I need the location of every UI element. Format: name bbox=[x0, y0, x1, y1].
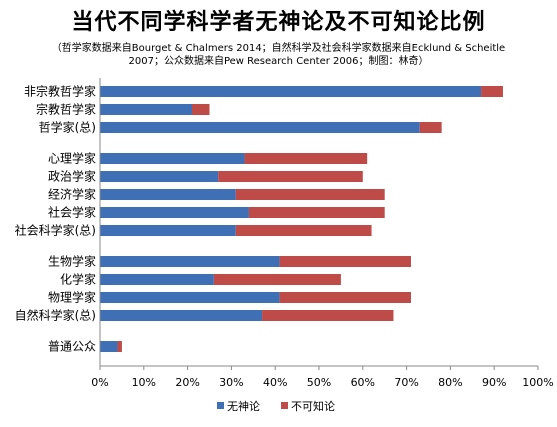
bar-atheist-12 bbox=[100, 341, 118, 352]
bar-agnostic-5 bbox=[235, 189, 385, 200]
category-label-0: 非宗教哲学家 bbox=[24, 84, 96, 99]
bar-atheist-6 bbox=[100, 207, 249, 218]
x-tick-label-1: 10% bbox=[132, 376, 156, 389]
bar-atheist-9 bbox=[100, 274, 214, 285]
category-label-10: 物理学家 bbox=[48, 290, 96, 305]
bar-agnostic-11 bbox=[262, 310, 394, 321]
category-label-9: 化学家 bbox=[60, 272, 96, 287]
category-label-12: 普通公众 bbox=[48, 340, 96, 354]
bar-agnostic-4 bbox=[218, 171, 363, 182]
bar-agnostic-6 bbox=[248, 207, 385, 218]
bar-atheist-3 bbox=[100, 153, 245, 164]
legend-label-1: 不可知论 bbox=[291, 399, 335, 413]
chart-title: 当代不同学科学者无神论及不可知论比例 bbox=[71, 10, 486, 35]
category-label-4: 政治学家 bbox=[48, 169, 96, 184]
bar-atheist-1 bbox=[100, 104, 192, 115]
x-tick-label-3: 30% bbox=[219, 376, 243, 389]
bar-atheist-0 bbox=[100, 86, 482, 97]
bar-agnostic-2 bbox=[419, 122, 442, 133]
bar-atheist-5 bbox=[100, 189, 236, 200]
bar-atheist-11 bbox=[100, 310, 263, 321]
legend-swatch-0 bbox=[217, 402, 224, 409]
bar-agnostic-8 bbox=[279, 256, 411, 267]
chart-subtitle-line-1: （哲学家数据来自Bourget & Chalmers 2014；自然科学及社会科… bbox=[51, 43, 506, 54]
bar-atheist-2 bbox=[100, 122, 420, 133]
bar-atheist-10 bbox=[100, 292, 280, 303]
category-label-1: 宗教哲学家 bbox=[36, 102, 96, 117]
category-label-5: 经济学家 bbox=[48, 187, 96, 202]
bar-atheist-8 bbox=[100, 256, 280, 267]
x-tick-label-9: 90% bbox=[482, 376, 506, 389]
x-tick-label-6: 60% bbox=[351, 376, 375, 389]
x-tick-label-0: 0% bbox=[91, 376, 108, 389]
category-label-2: 哲学家(总) bbox=[39, 120, 96, 135]
x-tick-label-7: 70% bbox=[394, 376, 418, 389]
chart-subtitle-line-2: 2007；公众数据来自Pew Research Center 2006；制图：林… bbox=[128, 56, 429, 67]
category-label-7: 社会科学家(总) bbox=[15, 223, 96, 238]
x-tick-label-10: 100% bbox=[522, 376, 553, 389]
category-label-3: 心理学家 bbox=[48, 151, 96, 166]
legend-label-0: 无神论 bbox=[227, 399, 260, 413]
x-tick-label-5: 50% bbox=[307, 376, 331, 389]
x-tick-label-8: 80% bbox=[438, 376, 462, 389]
bar-atheist-4 bbox=[100, 171, 219, 182]
category-label-8: 生物学家 bbox=[48, 254, 96, 269]
bar-agnostic-7 bbox=[235, 225, 372, 236]
category-label-11: 自然科学家(总) bbox=[15, 308, 96, 323]
x-tick-label-2: 20% bbox=[175, 376, 199, 389]
bar-agnostic-0 bbox=[481, 86, 503, 97]
bar-atheist-7 bbox=[100, 225, 236, 236]
bar-agnostic-3 bbox=[244, 153, 368, 164]
bar-agnostic-1 bbox=[191, 104, 210, 115]
x-tick-label-4: 40% bbox=[263, 376, 287, 389]
bar-agnostic-12 bbox=[117, 341, 122, 352]
legend-swatch-1 bbox=[281, 402, 288, 409]
bar-agnostic-9 bbox=[213, 274, 341, 285]
category-label-6: 社会学家 bbox=[48, 205, 96, 220]
bar-agnostic-10 bbox=[279, 292, 411, 303]
